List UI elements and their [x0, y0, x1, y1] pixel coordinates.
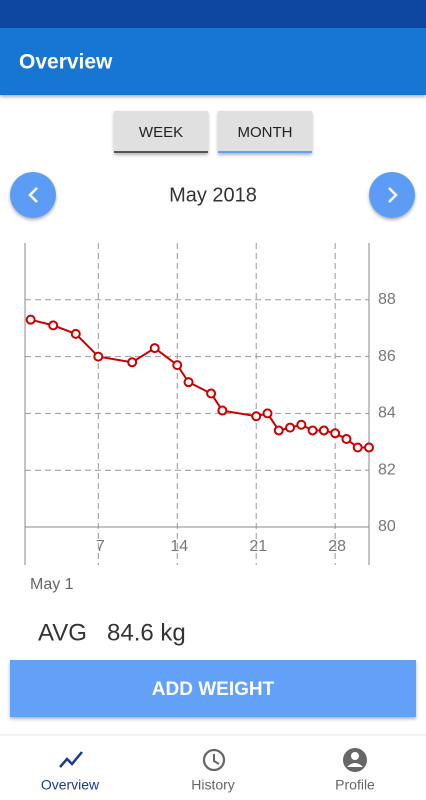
selected-date: May 1 — [30, 576, 74, 593]
tab[interactable]: WEEK — [114, 111, 208, 153]
weight-point — [296, 419, 307, 430]
weight-point — [70, 328, 81, 339]
tab[interactable]: MONTH — [218, 111, 312, 153]
weight-point — [93, 351, 104, 362]
next-icon — [388, 187, 398, 203]
tab-group: WEEK MONTH — [114, 111, 312, 153]
status-bar — [0, 0, 426, 28]
app-bar — [0, 28, 426, 95]
nav-icon — [202, 748, 226, 772]
tab-bg[interactable] — [218, 111, 312, 153]
weight-point — [217, 405, 228, 416]
nav-item[interactable]: Overview — [41, 751, 100, 793]
tab-label: WEEK — [139, 124, 183, 141]
weight-point — [341, 433, 352, 444]
nav-item[interactable]: History — [191, 748, 235, 793]
weight-point — [251, 411, 262, 422]
nav-label: History — [191, 777, 235, 793]
prev-button[interactable] — [10, 172, 56, 218]
avg-value: 84.6 kg — [107, 619, 186, 646]
x-tick-label: 28 — [328, 538, 346, 555]
weight-point — [364, 442, 374, 453]
next-circle[interactable] — [369, 172, 415, 218]
y-tick-label: 82 — [378, 461, 396, 478]
tab-underline — [218, 151, 312, 153]
button-label: ADD WEIGHT — [152, 679, 275, 700]
app-title: Overview — [19, 51, 113, 74]
x-tick-label: 14 — [170, 538, 188, 555]
next-button[interactable] — [369, 172, 415, 218]
nav-icon — [347, 763, 363, 767]
tab-bg[interactable] — [114, 111, 208, 153]
x-tick-label: 7 — [96, 538, 105, 555]
nav-icon — [213, 754, 220, 765]
weight-point — [149, 343, 160, 354]
y-tick-label: 80 — [378, 518, 396, 535]
weight-point — [307, 425, 318, 436]
nav-icon — [59, 751, 83, 768]
chart: 80 82 84 86 88 7 14 21 28 — [24, 243, 396, 565]
weight-point — [352, 442, 363, 453]
weight-point — [172, 360, 183, 371]
prev-circle[interactable] — [10, 172, 56, 218]
weight-point — [273, 425, 284, 436]
button-bg[interactable] — [10, 660, 416, 717]
weight-point — [206, 388, 217, 399]
period-label: May 2018 — [169, 184, 257, 206]
tab-underline — [114, 151, 208, 153]
tab-label: MONTH — [238, 124, 293, 141]
bottom-nav: Overview History Profile — [41, 748, 375, 793]
weight-point — [318, 425, 329, 436]
weight-line — [30, 318, 369, 449]
weight-point — [262, 408, 273, 419]
nav-label: Overview — [41, 777, 100, 793]
y-tick-label: 88 — [378, 291, 396, 308]
weight-point — [330, 428, 341, 439]
weight-point — [285, 422, 296, 433]
nav-icon — [351, 752, 359, 760]
add-weight-button[interactable]: ADD WEIGHT — [10, 660, 416, 717]
nav-label: Profile — [335, 777, 375, 793]
avg-label: AVG — [38, 619, 87, 646]
y-tick-label: 86 — [378, 348, 396, 365]
weight-point — [183, 377, 194, 388]
y-tick-label: 84 — [378, 405, 396, 422]
weight-point — [127, 357, 138, 368]
prev-icon — [28, 187, 38, 203]
x-tick-label: 21 — [249, 538, 267, 555]
weight-point — [25, 314, 36, 325]
nav-item[interactable]: Profile — [335, 748, 375, 793]
weight-point — [48, 320, 59, 331]
